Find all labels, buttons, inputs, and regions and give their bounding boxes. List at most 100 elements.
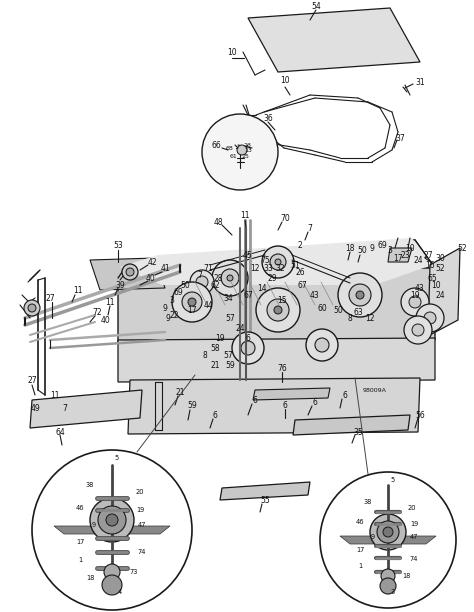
- Text: 53: 53: [113, 241, 123, 250]
- Circle shape: [315, 338, 329, 352]
- Polygon shape: [118, 240, 435, 288]
- Circle shape: [241, 341, 255, 355]
- Circle shape: [409, 296, 421, 308]
- Text: 19: 19: [410, 521, 418, 527]
- Text: 7: 7: [63, 403, 67, 412]
- Text: 65: 65: [427, 274, 437, 283]
- Circle shape: [424, 312, 436, 324]
- Text: 57: 57: [225, 313, 235, 323]
- Text: 41: 41: [160, 264, 170, 272]
- Polygon shape: [30, 390, 142, 428]
- Circle shape: [32, 450, 192, 610]
- Text: 40: 40: [100, 316, 110, 324]
- Text: 52: 52: [457, 244, 467, 253]
- Text: 8: 8: [202, 351, 207, 359]
- Text: 59: 59: [225, 360, 235, 370]
- Text: 3: 3: [388, 245, 392, 255]
- Text: 15: 15: [277, 296, 287, 305]
- Text: 52: 52: [435, 264, 445, 272]
- Text: 50: 50: [180, 280, 190, 289]
- Circle shape: [122, 264, 138, 280]
- Text: 10: 10: [431, 280, 441, 289]
- Text: 59: 59: [187, 400, 197, 409]
- Circle shape: [338, 273, 382, 317]
- Circle shape: [270, 254, 286, 270]
- Text: 64: 64: [55, 428, 65, 436]
- Circle shape: [381, 569, 395, 583]
- Text: 18: 18: [86, 575, 94, 581]
- Text: 24: 24: [435, 291, 445, 299]
- Circle shape: [102, 575, 122, 595]
- Text: 57: 57: [223, 351, 233, 359]
- Text: 7: 7: [308, 223, 312, 233]
- Text: 46: 46: [356, 519, 364, 525]
- Text: 14: 14: [257, 283, 267, 293]
- Text: 27: 27: [423, 250, 433, 259]
- Text: 47: 47: [410, 534, 418, 540]
- Circle shape: [401, 288, 429, 316]
- Text: 26: 26: [295, 267, 305, 277]
- Polygon shape: [118, 240, 435, 288]
- Text: 23: 23: [400, 250, 410, 259]
- Text: 18: 18: [345, 244, 355, 253]
- Circle shape: [106, 514, 118, 526]
- Text: 43: 43: [310, 291, 320, 299]
- Text: 17: 17: [393, 253, 403, 263]
- Text: 5: 5: [391, 477, 395, 483]
- Text: 58: 58: [210, 343, 220, 353]
- Circle shape: [416, 304, 444, 332]
- Circle shape: [404, 316, 432, 344]
- Text: 25: 25: [241, 154, 249, 159]
- Text: 76: 76: [277, 364, 287, 373]
- Text: 10: 10: [227, 48, 237, 56]
- Text: 21: 21: [210, 360, 220, 370]
- Circle shape: [306, 329, 338, 361]
- Polygon shape: [388, 248, 412, 262]
- Text: 27: 27: [45, 294, 55, 302]
- Circle shape: [202, 114, 278, 190]
- Circle shape: [349, 284, 371, 306]
- Text: 1: 1: [78, 557, 82, 563]
- Text: 68: 68: [226, 146, 234, 151]
- Polygon shape: [120, 238, 432, 285]
- Circle shape: [90, 498, 134, 542]
- Text: 1: 1: [358, 563, 362, 569]
- Circle shape: [412, 324, 424, 336]
- Text: 74: 74: [410, 556, 418, 562]
- Circle shape: [221, 269, 239, 287]
- Text: 62: 62: [210, 280, 220, 289]
- Text: 38: 38: [86, 482, 94, 488]
- Text: 69: 69: [173, 288, 183, 296]
- Text: 54: 54: [311, 1, 321, 10]
- Text: 17: 17: [187, 305, 197, 315]
- Text: 28: 28: [213, 274, 223, 283]
- Circle shape: [274, 306, 282, 314]
- Text: 11: 11: [105, 297, 115, 307]
- Polygon shape: [340, 536, 436, 544]
- Text: 10: 10: [405, 244, 415, 253]
- Text: 19: 19: [136, 507, 144, 513]
- Polygon shape: [220, 482, 310, 500]
- Text: 30: 30: [435, 253, 445, 263]
- Text: 6: 6: [312, 398, 318, 406]
- Text: 43: 43: [415, 283, 425, 293]
- Text: 42: 42: [147, 258, 157, 266]
- Text: 12: 12: [365, 313, 375, 323]
- Polygon shape: [54, 526, 170, 534]
- Circle shape: [262, 246, 294, 278]
- Text: 36: 36: [263, 113, 273, 122]
- Text: 24: 24: [413, 255, 423, 264]
- Text: 20: 20: [408, 505, 416, 511]
- Text: 71: 71: [203, 264, 213, 272]
- Circle shape: [190, 270, 214, 294]
- Polygon shape: [90, 258, 165, 290]
- Polygon shape: [293, 415, 410, 435]
- Text: 37: 37: [395, 133, 405, 143]
- Text: 11: 11: [73, 286, 83, 294]
- Text: 27: 27: [27, 376, 37, 384]
- Circle shape: [227, 275, 233, 281]
- Text: 38: 38: [364, 499, 372, 505]
- Text: 9: 9: [371, 534, 375, 540]
- Text: 50: 50: [333, 305, 343, 315]
- Text: 45: 45: [243, 250, 253, 259]
